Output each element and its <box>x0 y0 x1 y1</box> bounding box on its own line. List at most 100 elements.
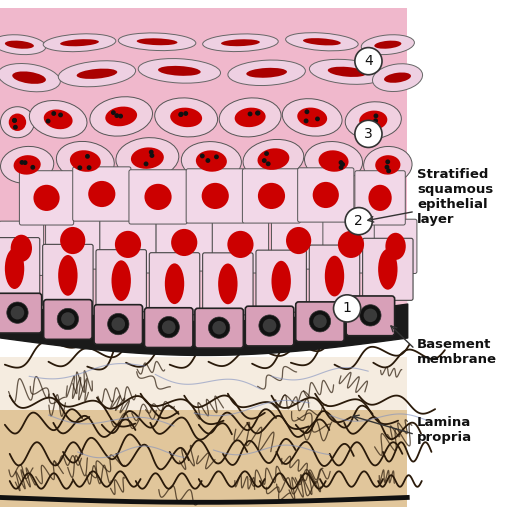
Circle shape <box>149 150 154 154</box>
Circle shape <box>112 317 125 331</box>
Ellipse shape <box>218 264 238 304</box>
Ellipse shape <box>29 100 87 138</box>
Text: Stratified
squamous
epithelial
layer: Stratified squamous epithelial layer <box>417 168 493 226</box>
Ellipse shape <box>171 229 197 256</box>
Circle shape <box>12 118 17 123</box>
Circle shape <box>51 111 56 116</box>
FancyBboxPatch shape <box>94 305 142 345</box>
FancyBboxPatch shape <box>355 171 406 225</box>
Ellipse shape <box>373 64 422 92</box>
Ellipse shape <box>88 181 115 207</box>
Circle shape <box>179 112 184 116</box>
FancyBboxPatch shape <box>46 212 100 269</box>
FancyBboxPatch shape <box>245 306 294 346</box>
Circle shape <box>305 109 309 114</box>
Ellipse shape <box>325 256 344 297</box>
Ellipse shape <box>14 155 40 175</box>
Circle shape <box>23 160 28 165</box>
Ellipse shape <box>181 142 241 180</box>
Ellipse shape <box>258 148 289 170</box>
FancyBboxPatch shape <box>0 293 41 333</box>
Circle shape <box>200 153 205 159</box>
Bar <box>0 357 407 507</box>
Bar <box>0 8 407 328</box>
FancyBboxPatch shape <box>96 250 146 312</box>
Ellipse shape <box>246 68 287 78</box>
Ellipse shape <box>369 185 392 211</box>
Circle shape <box>108 314 129 335</box>
Circle shape <box>162 320 176 334</box>
Circle shape <box>360 305 381 326</box>
Circle shape <box>263 319 276 332</box>
Ellipse shape <box>345 102 401 139</box>
Ellipse shape <box>5 41 34 49</box>
Ellipse shape <box>297 108 327 127</box>
Ellipse shape <box>5 248 24 289</box>
Ellipse shape <box>0 63 60 92</box>
Ellipse shape <box>375 155 400 175</box>
Ellipse shape <box>116 138 179 179</box>
Circle shape <box>61 312 75 326</box>
FancyBboxPatch shape <box>323 216 379 273</box>
FancyBboxPatch shape <box>129 170 187 224</box>
Circle shape <box>386 168 391 173</box>
Ellipse shape <box>258 183 285 209</box>
Ellipse shape <box>203 34 278 52</box>
Circle shape <box>385 165 390 169</box>
FancyBboxPatch shape <box>150 253 200 315</box>
Ellipse shape <box>144 184 172 210</box>
Text: 1: 1 <box>343 301 352 315</box>
Ellipse shape <box>359 111 387 130</box>
Ellipse shape <box>33 185 59 211</box>
Circle shape <box>374 113 378 118</box>
Ellipse shape <box>60 39 99 46</box>
Ellipse shape <box>227 231 253 258</box>
FancyBboxPatch shape <box>0 237 40 300</box>
Circle shape <box>178 112 183 117</box>
FancyBboxPatch shape <box>362 238 413 300</box>
Ellipse shape <box>58 61 136 87</box>
Circle shape <box>255 111 261 115</box>
Circle shape <box>114 113 119 118</box>
Ellipse shape <box>137 38 178 45</box>
FancyBboxPatch shape <box>346 296 395 336</box>
Ellipse shape <box>58 255 77 296</box>
Circle shape <box>366 121 371 125</box>
FancyBboxPatch shape <box>203 253 253 315</box>
Ellipse shape <box>115 231 141 258</box>
Text: 2: 2 <box>354 214 363 228</box>
Circle shape <box>111 110 116 115</box>
Circle shape <box>205 158 210 163</box>
Ellipse shape <box>12 72 46 84</box>
Text: 4: 4 <box>364 54 373 68</box>
Ellipse shape <box>318 150 349 171</box>
Bar <box>0 357 407 410</box>
FancyBboxPatch shape <box>271 212 326 269</box>
Ellipse shape <box>202 183 229 209</box>
Ellipse shape <box>0 35 46 55</box>
Circle shape <box>7 302 28 323</box>
Ellipse shape <box>1 146 54 183</box>
Circle shape <box>12 118 17 123</box>
Circle shape <box>255 111 260 115</box>
Ellipse shape <box>328 67 367 77</box>
FancyBboxPatch shape <box>73 167 131 221</box>
Ellipse shape <box>243 140 304 179</box>
Ellipse shape <box>112 260 131 301</box>
Circle shape <box>339 165 344 170</box>
Ellipse shape <box>1 107 34 138</box>
FancyBboxPatch shape <box>100 216 156 273</box>
Ellipse shape <box>77 68 117 79</box>
Ellipse shape <box>309 59 385 84</box>
Circle shape <box>304 118 309 124</box>
FancyBboxPatch shape <box>19 171 74 225</box>
Circle shape <box>214 154 219 159</box>
Circle shape <box>77 165 82 170</box>
Text: 3: 3 <box>364 127 373 141</box>
Ellipse shape <box>303 38 341 45</box>
Circle shape <box>345 208 372 235</box>
Circle shape <box>13 125 18 130</box>
FancyBboxPatch shape <box>156 214 212 271</box>
Circle shape <box>373 118 378 123</box>
FancyBboxPatch shape <box>256 250 306 312</box>
